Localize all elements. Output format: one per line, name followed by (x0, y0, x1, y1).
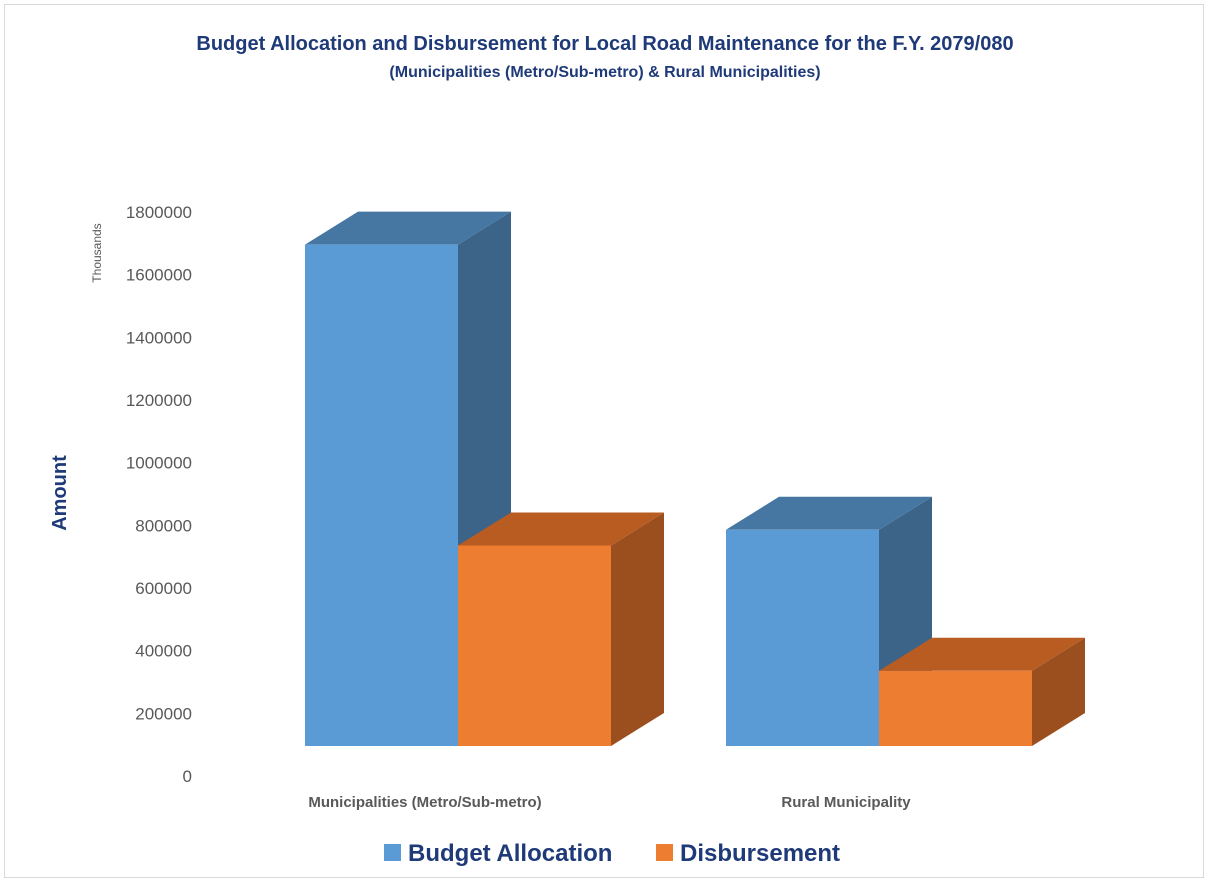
bar-side (1032, 637, 1085, 746)
category-label: Rural Municipality (781, 794, 911, 811)
y-tick-label: 1000000 (126, 454, 192, 473)
legend: Budget Allocation Disbursement (384, 840, 840, 867)
legend-label: Budget Allocation (408, 840, 612, 867)
y-axis-label: Amount (49, 455, 71, 531)
y-tick-label: 1400000 (126, 328, 192, 347)
y-axis-unit: Thousands (90, 223, 104, 282)
bar-front (726, 529, 879, 746)
chart-subtitle: (Municipalities (Metro/Sub-metro) & Rura… (389, 64, 820, 81)
category-label: Municipalities (Metro/Sub-metro) (308, 794, 541, 811)
bar-top (879, 637, 1085, 671)
legend-swatch (656, 844, 673, 861)
y-axis-ticks: 0 200000 400000 600000 800000 1000000 1200000 1… (126, 203, 192, 786)
bar-front (458, 545, 611, 746)
bar-top (305, 211, 511, 245)
bar-top (726, 496, 932, 530)
y-tick-label: 1800000 (126, 203, 192, 222)
legend-swatch (384, 844, 401, 861)
y-tick-label: 1600000 (126, 266, 192, 285)
y-tick-label: 800000 (135, 516, 192, 535)
y-tick-label: 0 (183, 767, 192, 786)
bars (305, 211, 1085, 746)
bar-top (458, 512, 664, 546)
bar (879, 637, 1085, 746)
y-tick-label: 1200000 (126, 391, 192, 410)
bar-side (611, 512, 664, 746)
y-tick-label: 400000 (135, 642, 192, 661)
category-labels: Municipalities (Metro/Sub-metro) Rural Mu… (308, 794, 911, 811)
y-tick-label: 200000 (135, 704, 192, 723)
legend-label: Disbursement (680, 840, 840, 867)
chart-title: Budget Allocation and Disbursement for L… (196, 33, 1013, 55)
bar-front (305, 244, 458, 746)
bar-front (879, 670, 1032, 746)
y-tick-label: 600000 (135, 579, 192, 598)
bar (458, 512, 664, 746)
